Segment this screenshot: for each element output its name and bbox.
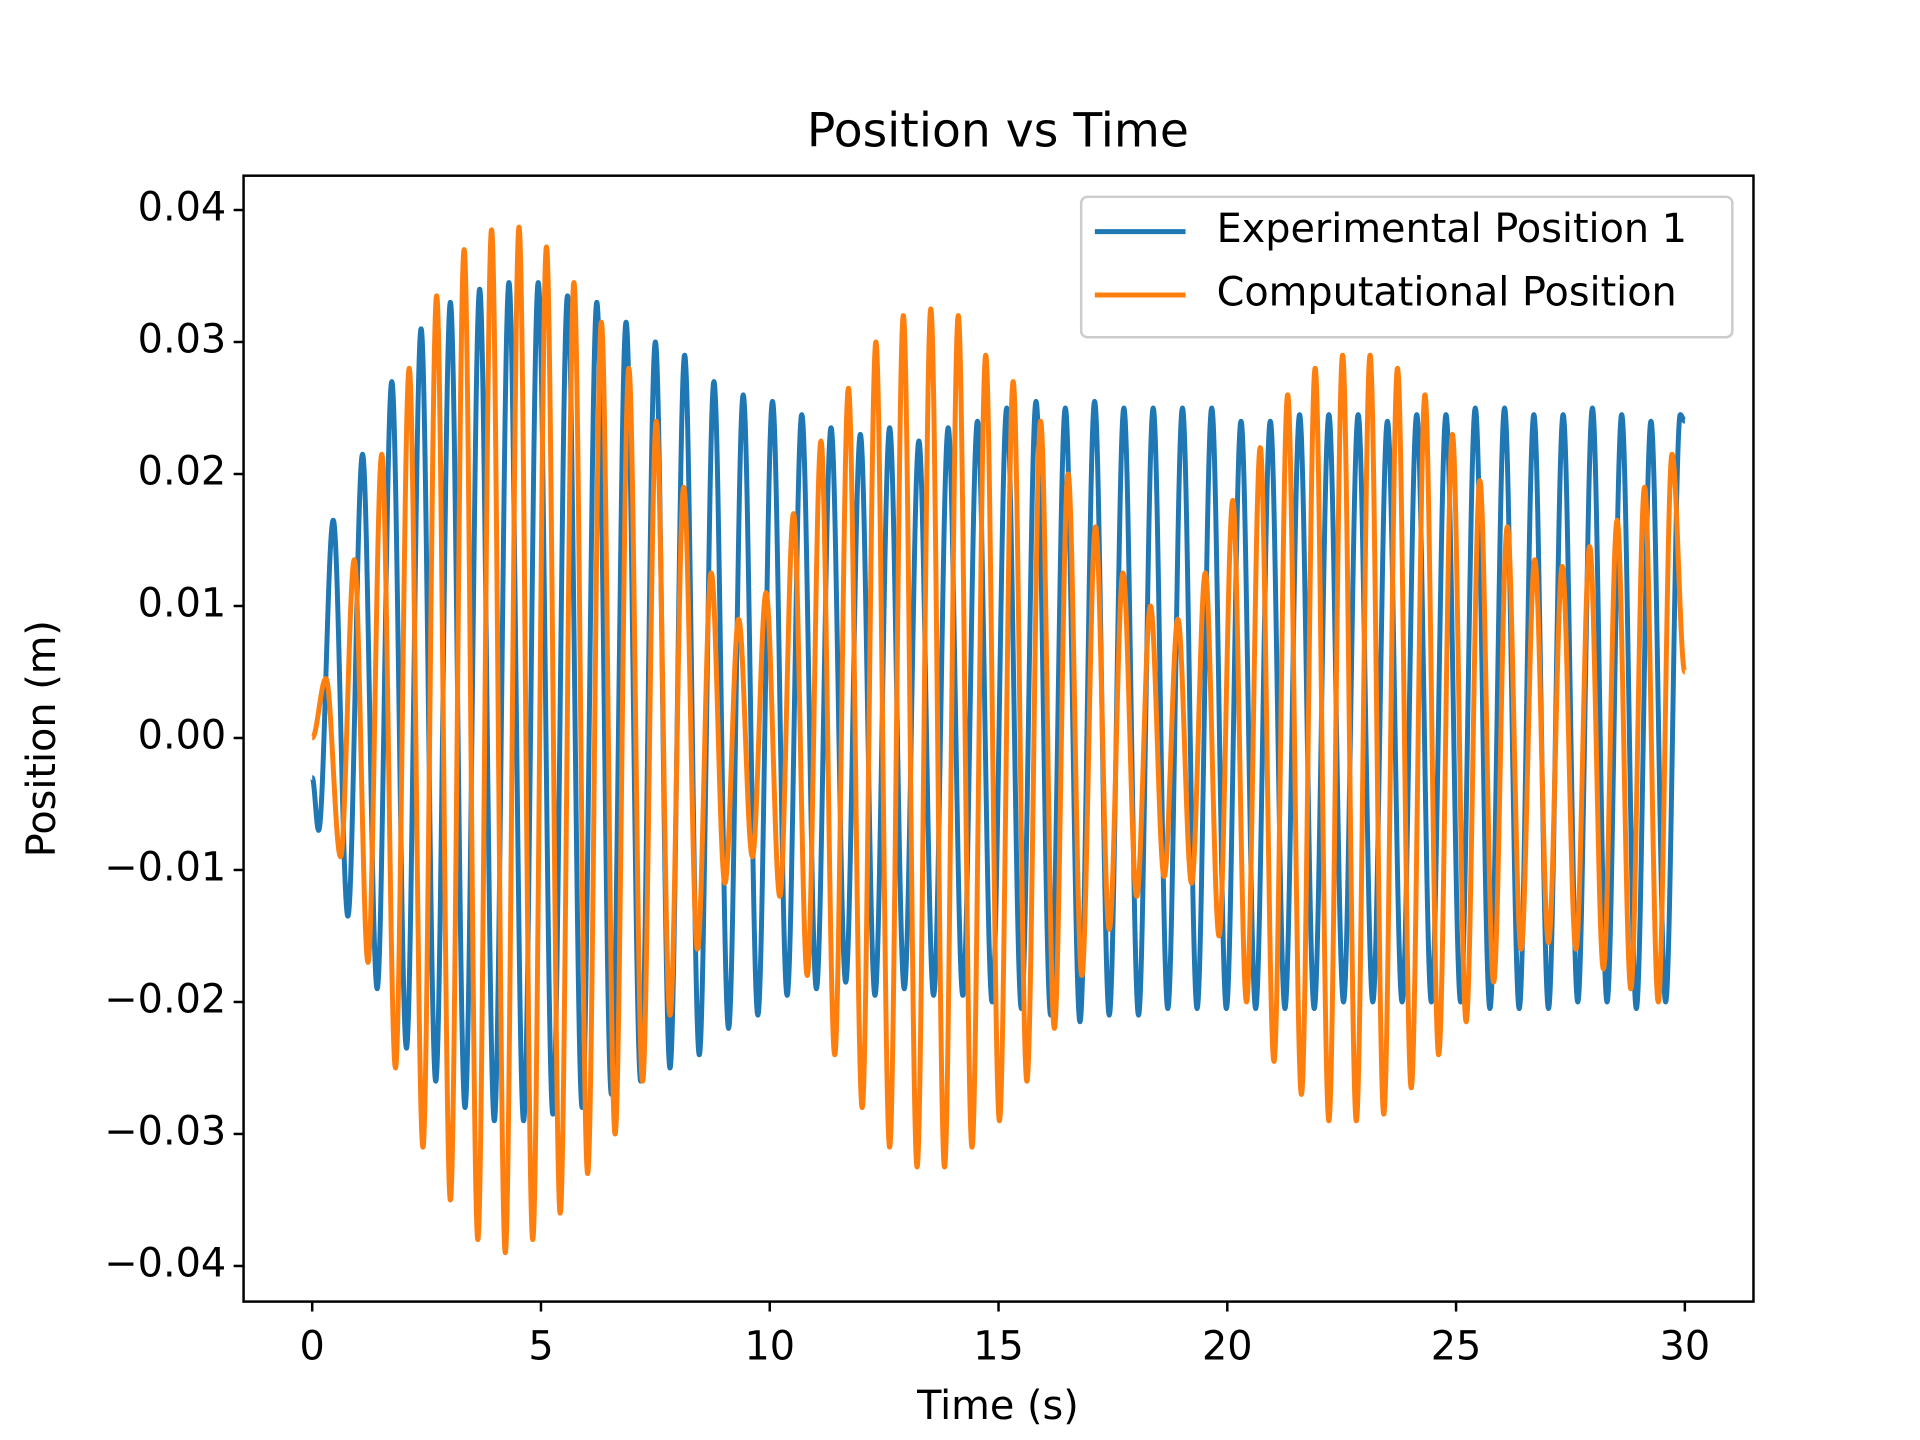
y-tick-label: −0.04 bbox=[104, 1240, 226, 1286]
y-axis-label: Position (m) bbox=[19, 620, 65, 857]
series-line bbox=[309, 280, 1687, 1124]
y-tick-label: 0.04 bbox=[138, 185, 227, 231]
series-line bbox=[309, 224, 1688, 1256]
x-tick-label: 15 bbox=[973, 1323, 1024, 1369]
x-tick-label: 30 bbox=[1660, 1323, 1711, 1369]
plot-frame bbox=[242, 174, 1755, 1303]
y-tick-label: −0.01 bbox=[104, 844, 226, 890]
y-tick-label: 0.02 bbox=[138, 448, 227, 494]
y-tick-label: −0.03 bbox=[104, 1108, 226, 1154]
x-tick-label: 25 bbox=[1431, 1323, 1482, 1369]
legend-label: Computational Position bbox=[1217, 269, 1677, 315]
y-tick-label: 0.01 bbox=[138, 580, 227, 626]
x-tick-label: 20 bbox=[1202, 1323, 1253, 1369]
y-tick-label: 0.00 bbox=[138, 712, 227, 758]
x-tick-label: 0 bbox=[300, 1323, 325, 1369]
chart-title: Position vs Time bbox=[807, 103, 1189, 158]
x-axis-label: Time (s) bbox=[916, 1383, 1079, 1429]
x-tick-label: 10 bbox=[744, 1323, 795, 1369]
x-tick-label: 5 bbox=[528, 1323, 553, 1369]
legend-box bbox=[1079, 195, 1734, 339]
y-tick-label: 0.03 bbox=[138, 317, 227, 363]
y-tick-label: −0.02 bbox=[104, 976, 226, 1022]
legend-label: Experimental Position 1 bbox=[1217, 206, 1687, 252]
